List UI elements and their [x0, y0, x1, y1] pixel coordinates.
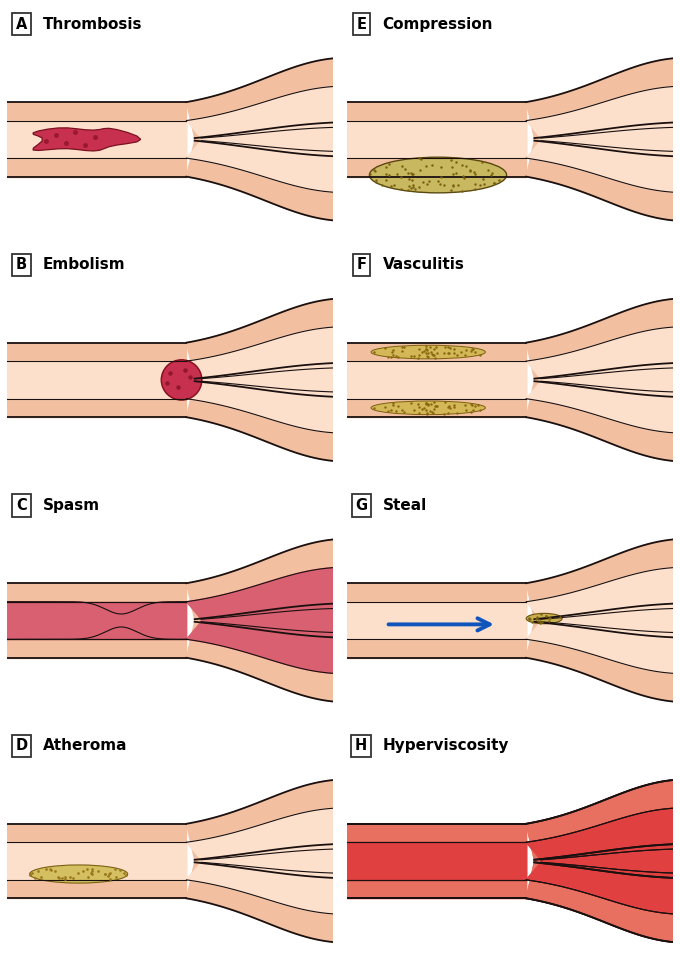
- Polygon shape: [534, 844, 673, 878]
- Polygon shape: [186, 299, 333, 378]
- Polygon shape: [526, 567, 673, 620]
- Polygon shape: [186, 780, 333, 860]
- Ellipse shape: [526, 614, 562, 623]
- Polygon shape: [526, 862, 673, 914]
- Text: B: B: [16, 257, 27, 272]
- Text: Hyperviscosity: Hyperviscosity: [382, 739, 509, 753]
- Ellipse shape: [371, 401, 486, 414]
- Text: Spasm: Spasm: [43, 498, 100, 513]
- Polygon shape: [347, 842, 526, 880]
- Polygon shape: [526, 862, 673, 942]
- Text: C: C: [16, 498, 27, 513]
- Polygon shape: [201, 368, 333, 392]
- Polygon shape: [33, 128, 141, 151]
- Text: F: F: [356, 257, 367, 272]
- Polygon shape: [347, 842, 526, 880]
- Text: Steal: Steal: [382, 498, 427, 513]
- Polygon shape: [194, 604, 333, 637]
- Polygon shape: [186, 567, 333, 620]
- Polygon shape: [526, 86, 673, 138]
- Polygon shape: [186, 58, 333, 138]
- Polygon shape: [347, 583, 526, 658]
- Polygon shape: [526, 808, 673, 860]
- Polygon shape: [347, 361, 526, 399]
- Polygon shape: [186, 140, 333, 193]
- Polygon shape: [526, 381, 673, 433]
- Polygon shape: [201, 849, 333, 873]
- Polygon shape: [526, 780, 673, 860]
- Polygon shape: [186, 621, 333, 674]
- Ellipse shape: [369, 157, 507, 193]
- Polygon shape: [186, 621, 333, 702]
- Polygon shape: [194, 123, 333, 156]
- Polygon shape: [347, 824, 526, 898]
- Polygon shape: [347, 102, 526, 176]
- Polygon shape: [186, 862, 333, 942]
- Polygon shape: [526, 808, 673, 860]
- Polygon shape: [541, 368, 673, 392]
- Ellipse shape: [30, 865, 128, 883]
- Polygon shape: [526, 621, 673, 674]
- Polygon shape: [347, 602, 526, 639]
- Text: G: G: [355, 498, 367, 513]
- Polygon shape: [194, 844, 333, 878]
- Polygon shape: [194, 363, 333, 397]
- Polygon shape: [186, 381, 333, 461]
- Polygon shape: [7, 343, 186, 417]
- Circle shape: [161, 360, 202, 400]
- Polygon shape: [201, 128, 333, 151]
- Polygon shape: [7, 121, 186, 158]
- Polygon shape: [201, 609, 333, 632]
- Text: Thrombosis: Thrombosis: [43, 16, 142, 32]
- Polygon shape: [534, 844, 673, 878]
- Polygon shape: [186, 862, 333, 914]
- Text: Compression: Compression: [382, 16, 493, 32]
- Polygon shape: [541, 849, 673, 873]
- Text: Embolism: Embolism: [43, 257, 125, 272]
- Polygon shape: [186, 381, 333, 433]
- Polygon shape: [526, 140, 673, 221]
- Polygon shape: [7, 842, 186, 880]
- Polygon shape: [526, 327, 673, 378]
- Text: Atheroma: Atheroma: [43, 739, 127, 753]
- Polygon shape: [526, 58, 673, 138]
- Polygon shape: [347, 343, 526, 417]
- Polygon shape: [7, 602, 186, 639]
- Polygon shape: [526, 140, 673, 193]
- Polygon shape: [347, 824, 526, 898]
- Text: A: A: [16, 16, 27, 32]
- Text: D: D: [16, 739, 28, 753]
- Polygon shape: [526, 780, 673, 860]
- Polygon shape: [534, 363, 673, 397]
- Polygon shape: [534, 123, 673, 156]
- Polygon shape: [186, 86, 333, 138]
- Polygon shape: [526, 539, 673, 620]
- Polygon shape: [526, 862, 673, 914]
- Polygon shape: [7, 583, 186, 658]
- Polygon shape: [186, 539, 333, 620]
- Text: E: E: [356, 16, 367, 32]
- Polygon shape: [526, 381, 673, 461]
- Polygon shape: [347, 121, 526, 158]
- Text: H: H: [355, 739, 367, 753]
- Polygon shape: [526, 299, 673, 378]
- Polygon shape: [541, 609, 673, 632]
- Polygon shape: [526, 862, 673, 942]
- Polygon shape: [186, 140, 333, 221]
- Polygon shape: [7, 102, 186, 176]
- Polygon shape: [7, 824, 186, 898]
- Polygon shape: [186, 327, 333, 378]
- Polygon shape: [541, 849, 673, 873]
- Polygon shape: [7, 361, 186, 399]
- Polygon shape: [186, 808, 333, 860]
- Ellipse shape: [371, 346, 486, 359]
- Polygon shape: [7, 602, 186, 639]
- Text: Vasculitis: Vasculitis: [382, 257, 464, 272]
- Polygon shape: [541, 128, 673, 151]
- Polygon shape: [526, 621, 673, 702]
- Polygon shape: [534, 604, 673, 637]
